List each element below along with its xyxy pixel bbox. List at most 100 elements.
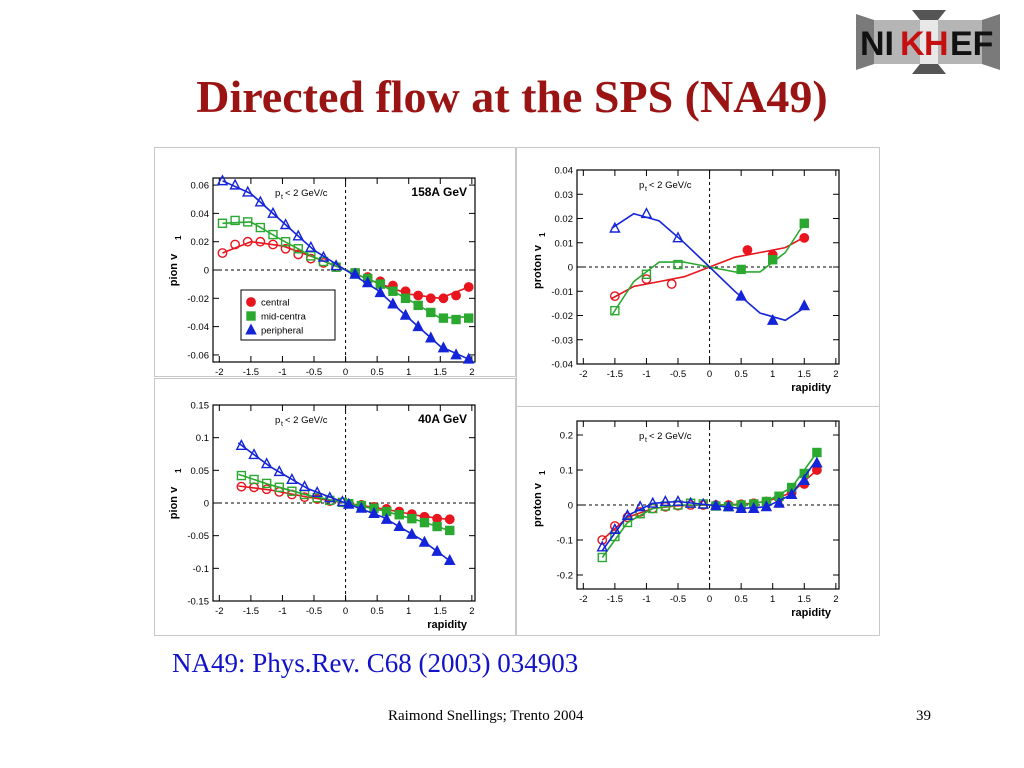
- chart-panel-pion-158: -2 -1.5 -1 -0.5 0 0.5 1 1.5 2 -0.06 -0.04 -0.02 0 0.0…: [154, 147, 516, 377]
- x-tick-label: 1: [406, 367, 411, 376]
- x-tick-label: -2: [579, 369, 587, 380]
- data-point-mid-centra-open: [268, 229, 278, 240]
- data-point-mid-centra-open: [293, 244, 303, 254]
- y-tick-label: -0.04: [551, 360, 573, 371]
- data-point-peripheral: [380, 512, 393, 524]
- x-tick-label: 1.5: [798, 594, 811, 605]
- data-point-peripheral: [355, 501, 368, 513]
- data-point-peripheral: [760, 500, 773, 512]
- y-tick-label: 0.15: [191, 401, 210, 412]
- data-point-central-open: [236, 481, 247, 492]
- data-point-central-open: [217, 248, 228, 258]
- data-point-peripheral-open: [672, 494, 684, 507]
- data-point-peripheral-open: [336, 495, 349, 507]
- data-point-peripheral-open: [640, 207, 653, 219]
- y-axis-label-sub: 1: [538, 470, 547, 475]
- y-tick-label: -0.05: [187, 531, 209, 542]
- data-point-peripheral-open: [659, 494, 672, 507]
- data-point-peripheral-open: [684, 496, 697, 508]
- data-point-peripheral-open: [596, 540, 609, 552]
- x-tick-label: 0.5: [371, 606, 384, 617]
- chart-pion-158: -2 -1.5 -1 -0.5 0 0.5 1 1.5 2 -0.06 -0.04 -0.02 0 0.0…: [168, 174, 476, 376]
- y-tick-label: -0.15: [187, 597, 209, 608]
- cut-label-rest: < 2 GeV/c: [649, 431, 692, 442]
- data-point-mid-centra: [388, 286, 398, 296]
- data-point-central-open: [255, 236, 266, 247]
- legend-label-central: central: [261, 298, 290, 309]
- slide-title: Directed flow at the SPS (NA49): [196, 71, 828, 122]
- cut-label-sub: t: [645, 186, 647, 193]
- data-point-peripheral: [374, 286, 387, 298]
- data-point-peripheral: [443, 553, 456, 565]
- y-tick-label: -0.04: [187, 322, 209, 333]
- data-point-central: [444, 514, 455, 525]
- data-point-peripheral-open: [229, 178, 241, 190]
- y-tick-label: -0.1: [557, 536, 573, 547]
- svg-text:H: H: [924, 25, 949, 63]
- x-axis-label: rapidity: [427, 619, 468, 631]
- data-point-mid-centra: [394, 510, 404, 520]
- data-point-mid-centra-open: [622, 517, 633, 528]
- legend-marker-mid-centra: [246, 311, 256, 321]
- data-point-peripheral-open: [697, 497, 710, 509]
- y-tick-label: 0.02: [191, 237, 210, 248]
- data-point-peripheral: [735, 289, 747, 301]
- x-tick-label: -2: [215, 367, 223, 376]
- y-tick-label: -0.02: [551, 311, 573, 322]
- data-point-peripheral: [425, 331, 437, 343]
- data-point-peripheral: [748, 501, 760, 514]
- data-point-peripheral: [773, 496, 785, 508]
- y-axis-label: pion v: [168, 253, 180, 286]
- x-tick-label: 2: [469, 606, 474, 617]
- data-point-mid-centra-open: [280, 236, 291, 247]
- svg-text:K: K: [900, 25, 925, 63]
- y-tick-label: 0.05: [191, 466, 210, 477]
- data-point-peripheral: [450, 348, 462, 360]
- x-tick-label: 0: [343, 367, 348, 376]
- data-point-peripheral-open: [241, 185, 254, 197]
- data-point-mid-centra: [445, 525, 455, 536]
- chart-proton-40: -2 -1.5 -1 -0.5 0 0.5 1 1.5 2 -0.2 -0.1 0 0.1 0.2 rapi…: [532, 420, 840, 619]
- y-tick-label: -0.01: [551, 287, 573, 298]
- y-tick-label: -0.1: [193, 564, 209, 575]
- cut-label-rest: < 2 GeV/c: [649, 180, 692, 191]
- data-point-peripheral: [735, 501, 747, 514]
- x-tick-label: -0.5: [306, 606, 322, 617]
- data-point-central-open: [268, 239, 278, 250]
- nikhef-logo: NI K H EF: [856, 10, 1000, 74]
- x-tick-label: 0: [343, 606, 348, 617]
- data-point-central-open: [641, 274, 652, 285]
- cut-label: p: [275, 188, 280, 199]
- x-tick-label: 1: [770, 369, 775, 380]
- y-axis-label: proton v: [532, 244, 544, 289]
- chart-panel-pion-40: -2 -1.5 -1 -0.5 0 0.5 1 1.5 2 -0.15 -0.1 -0.05 0 0.05…: [154, 378, 516, 636]
- data-point-mid-centra-open: [249, 474, 259, 485]
- data-point-peripheral-open: [216, 174, 229, 186]
- data-point-mid-centra-open: [236, 470, 247, 481]
- data-point-mid-centra: [799, 218, 809, 229]
- data-point-mid-centra-open: [610, 305, 620, 316]
- x-tick-label: 1.5: [798, 369, 811, 380]
- energy-label: 40A GeV: [418, 412, 467, 426]
- chart-proton-158: -2 -1.5 -1 -0.5 0 0.5 1 1.5 2 -0.04 -0.03 -0.02 -0.0…: [532, 166, 840, 394]
- data-point-central: [438, 293, 449, 304]
- data-point-mid-centra: [812, 447, 822, 458]
- data-point-peripheral: [393, 520, 405, 532]
- data-point-peripheral-open: [292, 229, 304, 241]
- data-point-mid-centra-open: [274, 482, 284, 493]
- x-axis-label: rapidity: [791, 382, 832, 394]
- cut-label-sub: t: [281, 194, 283, 201]
- data-point-mid-centra: [426, 307, 436, 318]
- x-tick-label: -0.5: [670, 369, 686, 380]
- series-layer: [609, 207, 811, 325]
- data-point-central: [799, 233, 810, 243]
- x-tick-label: 1.5: [434, 367, 447, 376]
- logo-mark: NI K H EF: [856, 10, 1000, 74]
- x-tick-label: 1.5: [434, 606, 447, 617]
- data-point-mid-centra-open: [255, 222, 266, 233]
- data-point-peripheral: [399, 308, 412, 320]
- y-tick-label: 0: [568, 501, 573, 512]
- data-point-mid-centra: [736, 264, 746, 275]
- legend-marker-peripheral: [245, 323, 257, 335]
- data-point-peripheral: [361, 276, 374, 288]
